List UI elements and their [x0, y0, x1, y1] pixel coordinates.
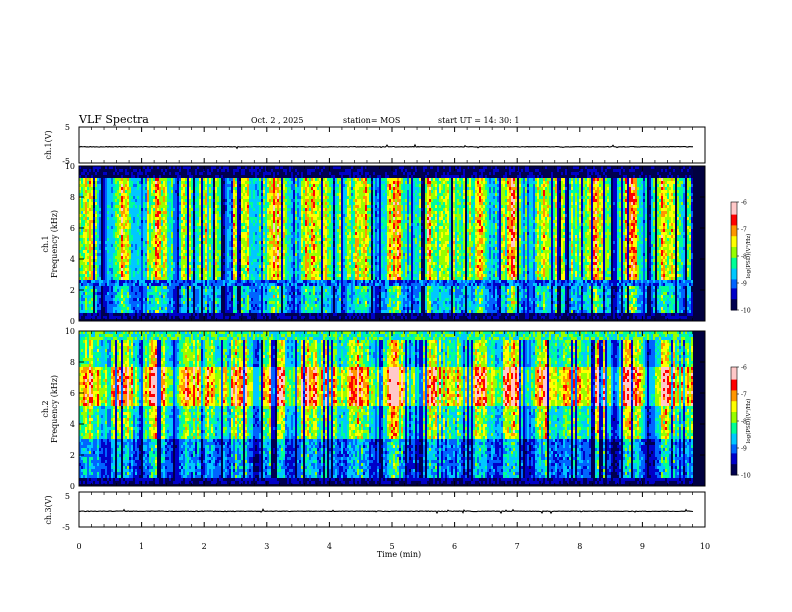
time-tick-label: 7	[515, 542, 520, 551]
time-tick-label: 1	[139, 542, 144, 551]
ch3-waveform-ylabel: ch.3(V)	[44, 495, 53, 524]
colorbar-label: log(PSD)(V²/Hz)	[745, 399, 752, 444]
frequency-tick-label: 10	[65, 162, 75, 171]
frequency-tick-label: 6	[70, 389, 75, 398]
ch1-waveform-ticks	[78, 127, 706, 163]
ch2-spectrogram-ylabel-frequency: Frequency (kHz)	[50, 375, 59, 443]
ch1-waveform-ytick-bottom: -5	[62, 157, 70, 166]
colorbar-tick-label: -7	[741, 227, 747, 234]
ch1-colorbar: -6 -7 -8 -9 -10 log(PSD)(V²/Hz)	[730, 200, 752, 315]
colorbar-tick-label: -6	[741, 200, 747, 207]
time-tick-label: 9	[640, 542, 645, 551]
ch3-waveform-trace	[78, 508, 694, 515]
time-tick-label: 2	[202, 542, 207, 551]
ch1-spectrogram-ticks	[78, 165, 706, 322]
ch1-spectrogram-ylabel-channel: ch.1	[41, 235, 50, 252]
colorbar-tick-label: -6	[741, 365, 747, 372]
ch1-spectrogram-panel: 0 2 4 6 8 10 ch.1 Frequency (kHz) -6 -7 -8 -9 -10…	[41, 162, 752, 326]
colorbar-tick-label: -9	[741, 446, 747, 453]
ch3-waveform-ytick-top: 5	[65, 492, 70, 501]
frequency-tick-label: 6	[70, 224, 75, 233]
frequency-tick-label: 2	[70, 286, 75, 295]
ch1-waveform-ylabel: ch.1(V)	[44, 130, 53, 159]
ch1-spectrogram-heatmap	[79, 166, 705, 321]
figure-title: VLF Spectra	[78, 113, 149, 126]
ch2-spectrogram-heatmap	[79, 331, 705, 486]
ch3-waveform-panel: 5 -5 ch.3(V)	[44, 491, 706, 532]
ch1-waveform-ytick-top: 5	[65, 123, 70, 132]
time-tick-label: 8	[577, 542, 582, 551]
time-axis-ticklabels: 0 1 2 3 4 5 6 7 8 9 10	[76, 542, 710, 551]
colorbar-tick-label: -10	[741, 308, 751, 315]
ch3-waveform-ticks	[78, 492, 706, 527]
ch1-spectrogram-ylabel-frequency: Frequency (kHz)	[50, 210, 59, 278]
frequency-tick-label: 10	[65, 327, 75, 336]
ch1-waveform-trace	[78, 143, 694, 150]
ch2-colorbar: -6 -7 -8 -9 -10 log(PSD)(V²/Hz)	[730, 365, 752, 480]
station-label: station= MOS	[343, 116, 400, 125]
frequency-tick-label: 4	[70, 255, 75, 264]
time-tick-label: 3	[264, 542, 269, 551]
ch3-waveform-frame	[78, 491, 706, 528]
frequency-tick-label: 0	[70, 317, 75, 326]
time-tick-label: 5	[389, 542, 394, 551]
frequency-tick-label: 0	[70, 482, 75, 491]
ch3-waveform-ytick-bottom: -5	[62, 523, 70, 532]
time-tick-label: 10	[700, 542, 710, 551]
time-tick-label: 0	[76, 542, 81, 551]
frequency-tick-label: 2	[70, 451, 75, 460]
time-tick-label: 4	[327, 542, 332, 551]
colorbar-tick-label: -8	[741, 254, 747, 261]
colorbar-tick-label: -9	[741, 281, 747, 288]
date-label: Oct. 2 , 2025	[251, 116, 303, 125]
ch2-spectrogram-yticklabels: 0 2 4 6 8 10	[65, 327, 75, 491]
ch2-spectrogram-panel: 0 2 4 6 8 10 ch.2 Frequency (kHz) -6 -7 -8 -9 -10…	[41, 327, 752, 491]
ch2-spectrogram-ticks	[78, 330, 706, 487]
frequency-tick-label: 8	[70, 358, 75, 367]
start-ut-label: start UT = 14: 30: 1	[438, 116, 519, 125]
colorbar-tick-label: -7	[741, 392, 747, 399]
waveform-line	[78, 143, 694, 150]
ch1-waveform-panel: 5 -5 ch.1(V)	[44, 123, 706, 166]
colorbar-tick-label: -10	[741, 473, 751, 480]
ch1-waveform-frame	[78, 126, 706, 164]
colorbar-label: log(PSD)(V²/Hz)	[745, 234, 752, 279]
frequency-tick-label: 8	[70, 193, 75, 202]
waveform-line	[78, 508, 694, 515]
ch2-spectrogram-ylabel-channel: ch.2	[41, 400, 50, 417]
ch1-spectrogram-yticklabels: 0 2 4 6 8 10	[65, 162, 75, 326]
frequency-tick-label: 4	[70, 420, 75, 429]
time-axis-label: Time (min)	[377, 550, 421, 559]
colorbar-tick-label: -8	[741, 419, 747, 426]
time-tick-label: 6	[452, 542, 457, 551]
